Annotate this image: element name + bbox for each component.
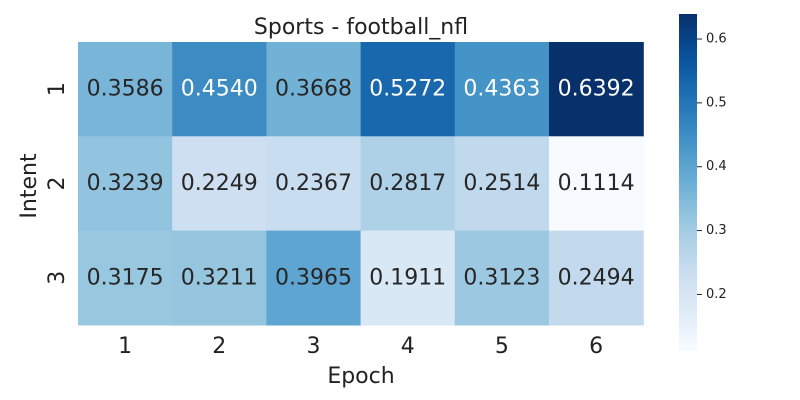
y-tick-label: 2 — [45, 176, 70, 190]
heatmap-cell — [549, 42, 644, 137]
cell-value-label: 0.2249 — [181, 171, 258, 196]
chart-title: Sports - football_nfl — [254, 15, 468, 40]
colorbar-tick-label: 0.4 — [706, 159, 727, 174]
y-tick-label: 1 — [45, 82, 70, 96]
heatmap-cell — [549, 230, 644, 326]
cell-value-label: 0.2514 — [463, 171, 540, 196]
x-tick-label: 5 — [495, 334, 509, 359]
cell-value-label: 0.4363 — [463, 77, 540, 102]
cell-value-label: 0.5272 — [369, 77, 446, 102]
heatmap-cell — [266, 230, 362, 326]
x-tick-label: 6 — [589, 334, 603, 359]
colorbar — [679, 14, 697, 351]
cell-value-label: 0.3586 — [87, 77, 164, 102]
heatmap-cell — [78, 230, 173, 326]
cell-value-label: 0.3965 — [275, 265, 352, 290]
heatmap-cell — [454, 42, 550, 137]
y-tick-label: 3 — [45, 271, 70, 285]
cell-value-label: 0.1911 — [369, 265, 446, 290]
cell-value-label: 0.6392 — [558, 77, 635, 102]
cell-value-label: 0.3239 — [87, 171, 164, 196]
heatmap-cell — [172, 42, 267, 137]
heatmap-cell — [360, 230, 456, 326]
y-axis-label: Intent — [17, 153, 42, 219]
colorbar-tick-label: 0.6 — [706, 32, 727, 47]
heatmap-cell — [266, 136, 362, 232]
heatmap-cell — [78, 136, 173, 232]
y-tick-labels: 1 2 3 — [45, 82, 70, 285]
x-tick-label: 1 — [118, 334, 132, 359]
colorbar-tick-label: 0.5 — [706, 95, 727, 110]
cell-value-label: 0.2817 — [369, 171, 446, 196]
heatmap-cell — [549, 136, 644, 232]
colorbar-tick-label: 0.2 — [706, 287, 727, 302]
heatmap-cell — [172, 136, 267, 232]
cell-value-label: 0.1114 — [558, 171, 635, 196]
heatmap-cell — [454, 136, 550, 232]
cell-value-label: 0.2367 — [275, 171, 352, 196]
colorbar-tick-label: 0.3 — [706, 223, 727, 238]
cell-value-label: 0.3175 — [87, 265, 164, 290]
cell-value-label: 0.2494 — [558, 265, 635, 290]
cell-value-label: 0.3211 — [181, 265, 258, 290]
cell-value-label: 0.3123 — [463, 265, 540, 290]
heatmap-cell — [78, 42, 173, 137]
heatmap-cell — [360, 42, 456, 137]
x-axis-label: Epoch — [327, 364, 394, 389]
heatmap-cell — [360, 136, 456, 232]
heatmap-cell — [454, 230, 550, 326]
heatmap-cell — [172, 230, 267, 326]
x-tick-label: 2 — [212, 334, 226, 359]
x-tick-label: 3 — [307, 334, 321, 359]
cell-value-label: 0.4540 — [181, 77, 258, 102]
heatmap-cells: 0.3586 0.4540 0.3668 0.5272 0.4363 0.6392 0.32… — [78, 42, 644, 326]
heatmap-cell — [266, 42, 362, 137]
x-tick-labels: 1 2 3 4 5 6 — [118, 334, 603, 359]
cell-value-label: 0.3668 — [275, 77, 352, 102]
colorbar-ticks: 0.2 0.3 0.4 0.5 0.6 — [697, 32, 727, 302]
x-tick-label: 4 — [401, 334, 415, 359]
